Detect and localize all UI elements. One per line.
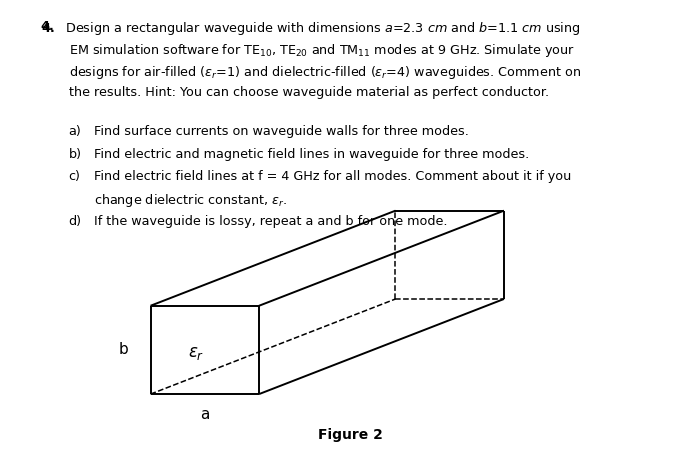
Text: If the waveguide is lossy, repeat a and b for one mode.: If the waveguide is lossy, repeat a and … <box>94 215 448 228</box>
Text: d): d) <box>69 215 82 228</box>
Text: Find electric and magnetic field lines in waveguide for three modes.: Find electric and magnetic field lines i… <box>94 148 530 160</box>
Text: $\mathbf{4.}$  Design a rectangular waveguide with dimensions $\mathit{a}$=2.3 $: $\mathbf{4.}$ Design a rectangular waveg… <box>41 20 580 38</box>
Text: b): b) <box>69 148 82 160</box>
Text: a: a <box>200 407 209 422</box>
Text: Find surface currents on waveguide walls for three modes.: Find surface currents on waveguide walls… <box>94 125 470 138</box>
Text: 4.: 4. <box>41 20 55 34</box>
Text: b: b <box>119 342 129 357</box>
Text: the results. Hint: You can choose waveguide material as perfect conductor.: the results. Hint: You can choose wavegu… <box>69 86 549 99</box>
Text: EM simulation software for TE$_{10}$, TE$_{20}$ and TM$_{11}$ modes at 9 GHz. Si: EM simulation software for TE$_{10}$, TE… <box>69 42 575 59</box>
Text: designs for air-filled ($\varepsilon_r$=1) and dielectric-filled ($\varepsilon_r: designs for air-filled ($\varepsilon_r$=… <box>69 64 581 81</box>
Text: a): a) <box>69 125 81 138</box>
Text: Figure 2: Figure 2 <box>318 428 382 442</box>
Text: Find electric field lines at f = 4 GHz for all modes. Comment about it if you: Find electric field lines at f = 4 GHz f… <box>94 170 572 183</box>
Text: $\varepsilon_r$: $\varepsilon_r$ <box>188 344 204 362</box>
Text: change dielectric constant, $\varepsilon_r$.: change dielectric constant, $\varepsilon… <box>94 192 288 209</box>
Text: c): c) <box>69 170 81 183</box>
